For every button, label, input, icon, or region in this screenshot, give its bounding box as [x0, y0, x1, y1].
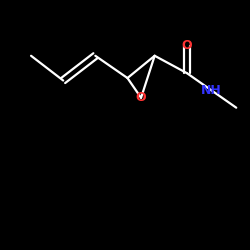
Text: O: O	[182, 40, 192, 52]
Text: O: O	[136, 91, 146, 104]
Text: NH: NH	[201, 84, 222, 97]
